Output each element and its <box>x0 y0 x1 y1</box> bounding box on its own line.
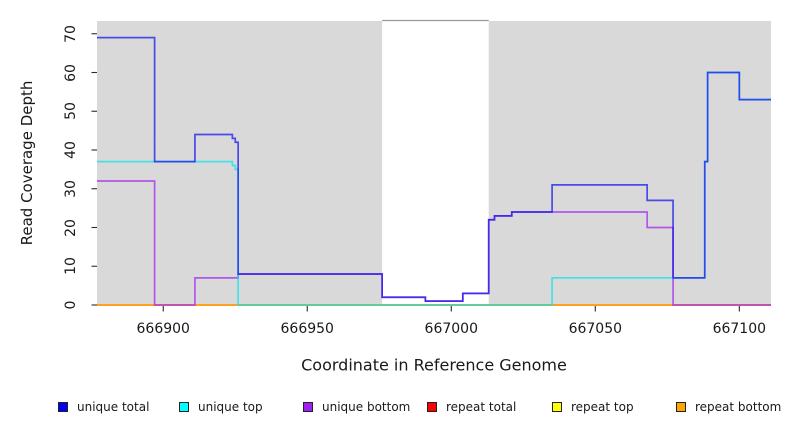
y-tick-label-0: 0 <box>63 300 79 310</box>
y-tick-label-40: 40 <box>63 141 79 159</box>
y-tick-label-10: 10 <box>63 257 79 276</box>
y-tick-label-50: 50 <box>63 102 79 121</box>
legend-label: repeat top <box>571 399 634 414</box>
legend-item-repeat-bottom: repeat bottom <box>676 399 781 414</box>
legend-swatch-unique-bottom <box>303 401 313 412</box>
legend-swatch-repeat-bottom <box>676 401 686 412</box>
x-tick-label-666900: 666900 <box>136 321 190 337</box>
legend-item-repeat-top: repeat top <box>552 399 634 414</box>
x-tick-label-666950: 666950 <box>280 321 334 337</box>
x-tick-label-667100: 667100 <box>712 321 767 337</box>
legend-label: unique top <box>198 399 263 414</box>
series-line-unique-total <box>97 36 771 302</box>
legend-label: repeat bottom <box>695 399 782 414</box>
legend-swatch-unique-total <box>58 401 68 412</box>
legend-item-unique-bottom: unique bottom <box>303 399 410 414</box>
legend-item-repeat-total: repeat total <box>427 399 516 414</box>
legend-swatch-repeat-top <box>552 401 562 412</box>
legend-swatch-repeat-total <box>427 401 437 412</box>
legend-label: repeat total <box>446 399 517 414</box>
legend-label: unique total <box>77 399 150 414</box>
legend-swatch-unique-top <box>179 401 189 412</box>
y-tick-label-20: 20 <box>63 218 79 237</box>
x-tick-label-667050: 667050 <box>568 321 623 337</box>
legend-item-unique-top: unique top <box>179 399 263 414</box>
x-tick-label-667000: 667000 <box>424 321 478 337</box>
coverage-gap-band <box>382 20 489 306</box>
y-tick-label-30: 30 <box>63 179 79 198</box>
y-tick-label-60: 60 <box>63 63 79 82</box>
x-axis-title: Coordinate in Reference Genome <box>301 355 567 375</box>
y-tick-label-70: 70 <box>63 24 79 43</box>
y-axis-title: Read Coverage Depth <box>18 80 36 246</box>
legend-label: unique bottom <box>322 399 411 414</box>
legend-item-unique-total: unique total <box>58 399 149 414</box>
